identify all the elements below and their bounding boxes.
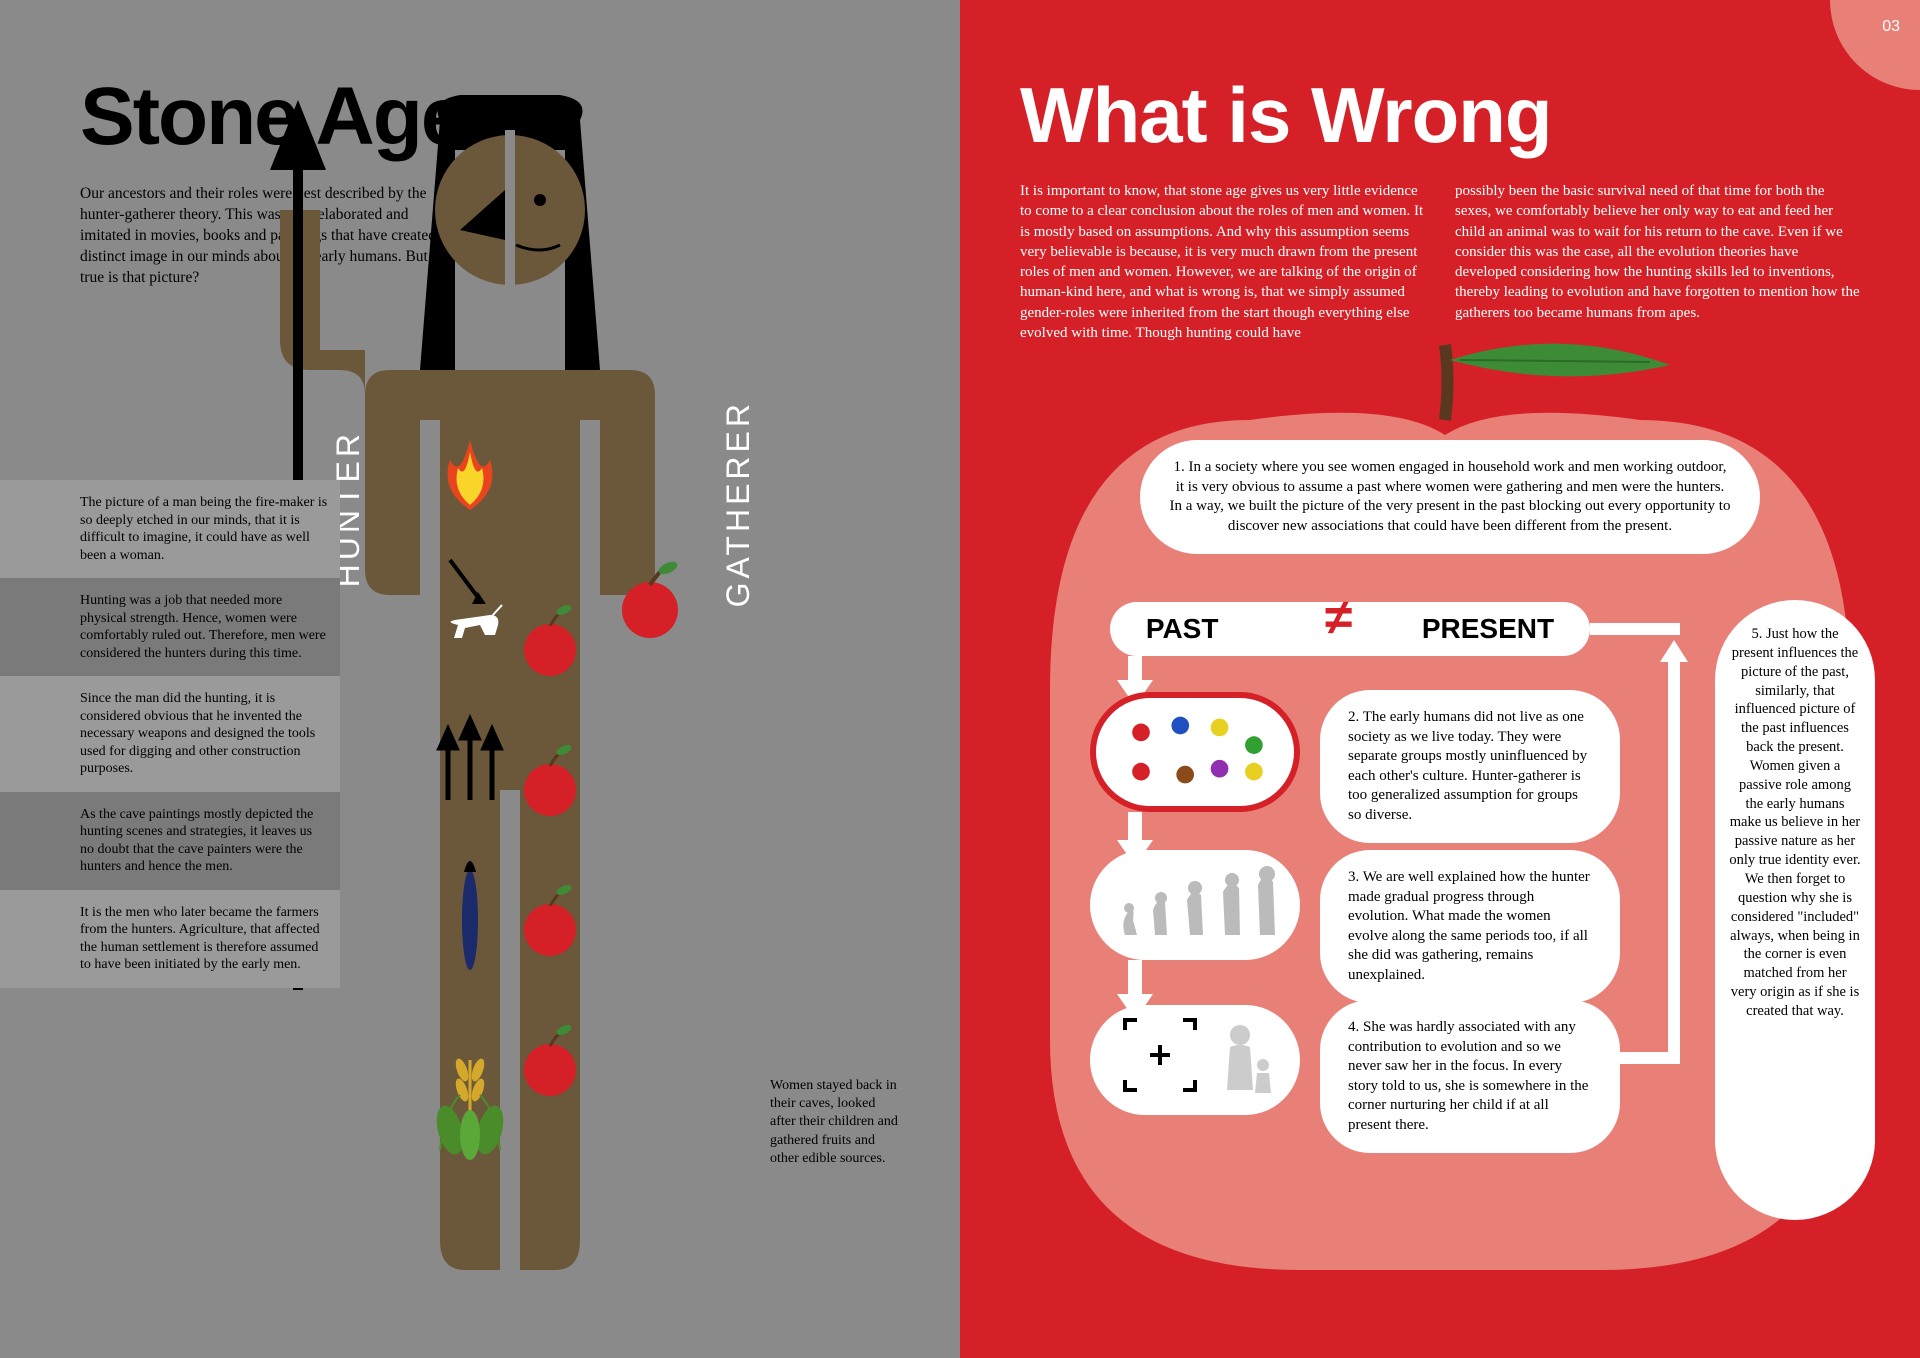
not-equal-icon: ≠ [1325, 588, 1352, 646]
stripe-3: Since the man did the hunting, it is con… [0, 676, 340, 792]
left-page: Stone Age Our ancestors and their roles … [0, 0, 960, 1358]
evolution-oval-icon [1090, 850, 1300, 960]
diversity-oval-icon [1090, 692, 1300, 812]
point-5-box: 5. Just how the present influences the p… [1715, 600, 1875, 1220]
stripe-1: The picture of a man being the fire-make… [0, 480, 340, 578]
right-title: What is Wrong [1020, 70, 1860, 161]
right-page: 03 What is Wrong It is important to know… [960, 0, 1920, 1358]
stripe-5: It is the men who later became the farme… [0, 890, 340, 988]
stripe-4: As the cave paintings mostly depicted th… [0, 792, 340, 890]
right-intro: It is important to know, that stone age … [1020, 181, 1860, 343]
women-caption: Women stayed back in their caves, looked… [770, 1077, 900, 1168]
focus-oval-icon [1090, 1005, 1300, 1115]
past-label: PAST [1146, 613, 1219, 645]
apple-diagram: 1. In a society where you see women enga… [1000, 340, 1880, 1320]
point-3-box: 3. We are well explained how the hunter … [1320, 850, 1620, 1003]
intro-col-2: possibly been the basic survival need of… [1455, 181, 1860, 343]
point-4-box: 4. She was hardly associated with any co… [1320, 1000, 1620, 1153]
stripe-2: Hunting was a job that needed more physi… [0, 578, 340, 676]
point-2-box: 2. The early humans did not live as one … [1320, 690, 1620, 843]
stripe-list: The picture of a man being the fire-make… [0, 480, 340, 988]
present-label: PRESENT [1422, 613, 1554, 645]
intro-col-1: It is important to know, that stone age … [1020, 181, 1425, 343]
gatherer-label: GATHERER [720, 400, 757, 607]
point-1-box: 1. In a society where you see women enga… [1140, 440, 1760, 554]
